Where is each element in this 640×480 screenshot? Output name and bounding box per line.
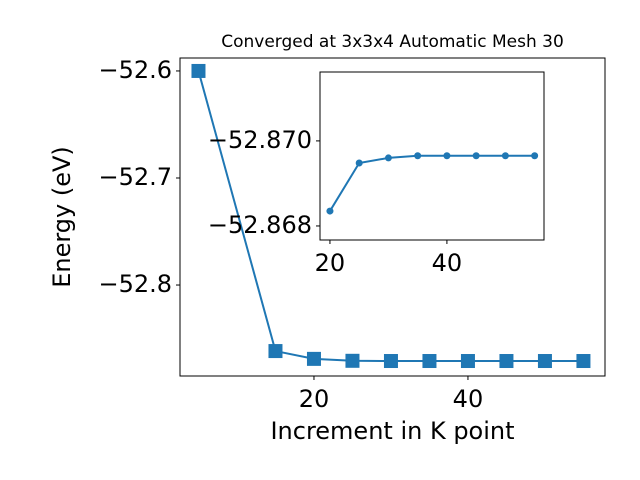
- y-tick-label: −52.6: [98, 56, 172, 84]
- marker: [472, 152, 480, 160]
- marker: [345, 353, 360, 368]
- y-axis-label: Energy (eV): [48, 146, 76, 288]
- y-tick-label: −52.870: [208, 126, 312, 154]
- chart-title: Converged at 3x3x4 Automatic Mesh 30: [221, 32, 564, 52]
- marker: [383, 354, 398, 369]
- marker: [537, 354, 552, 369]
- marker: [460, 354, 475, 369]
- marker: [384, 154, 392, 162]
- marker: [422, 354, 437, 369]
- x-tick-label: 40: [432, 249, 463, 277]
- marker: [531, 152, 539, 160]
- y-tick-label: −52.868: [208, 211, 312, 239]
- marker: [355, 159, 363, 167]
- marker: [499, 354, 514, 369]
- y-tick-label: −52.7: [98, 163, 172, 191]
- x-tick-label: 20: [299, 385, 330, 413]
- series-line: [329, 154, 535, 212]
- marker: [501, 152, 509, 160]
- x-tick-label: 20: [315, 249, 346, 277]
- marker: [326, 207, 334, 215]
- x-tick-label: 40: [453, 385, 484, 413]
- x-axis-label: Increment in K point: [270, 417, 514, 445]
- marker: [306, 351, 321, 366]
- y-tick-label: −52.8: [98, 270, 172, 298]
- marker: [443, 152, 451, 160]
- series-line: [197, 70, 584, 363]
- marker: [268, 344, 283, 359]
- marker: [576, 354, 591, 369]
- marker: [414, 152, 422, 160]
- marker: [191, 63, 206, 78]
